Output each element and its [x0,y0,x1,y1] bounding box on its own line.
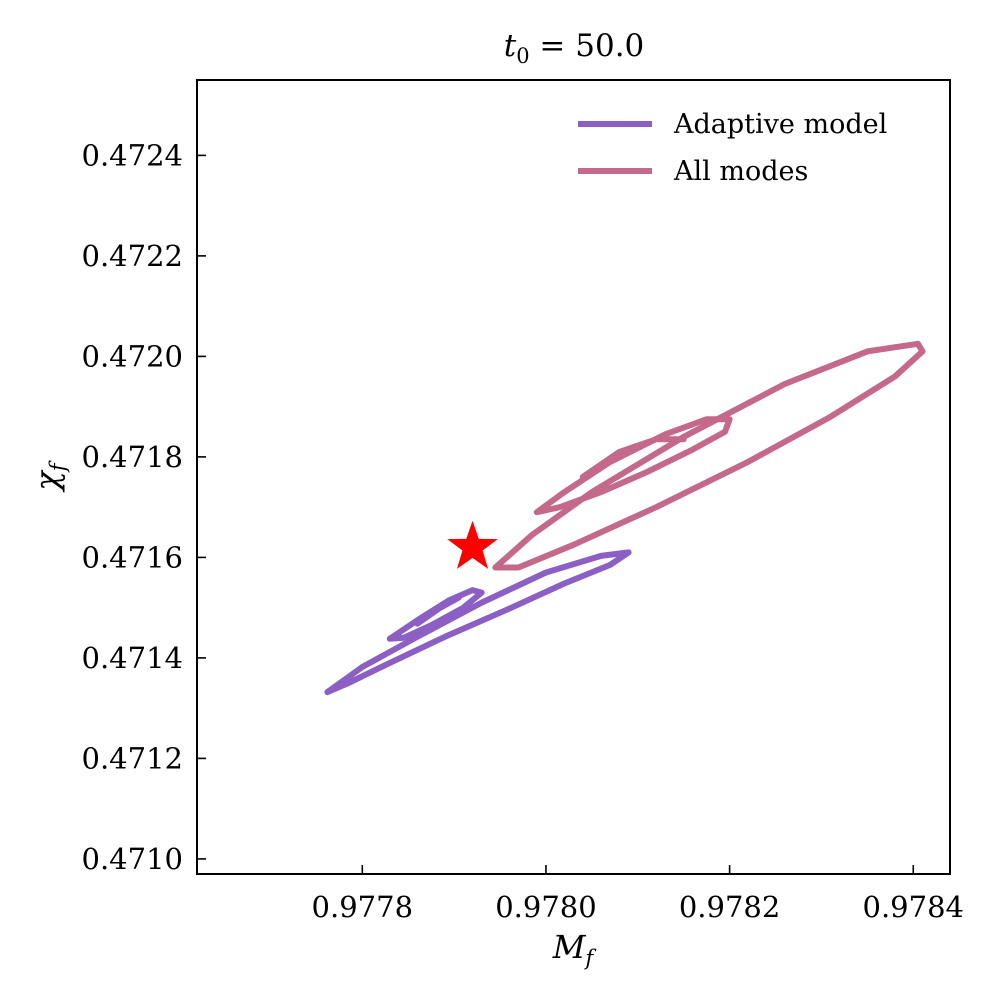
y-tick-label: 0.4710 [82,842,183,876]
legend-label: All modes [673,156,808,187]
y-axis-title: χf [28,460,70,492]
plot-area [324,340,926,696]
series-adaptive-model [324,549,632,696]
series-all-modes [492,340,926,571]
y-tick-label: 0.4722 [82,239,183,273]
contour-line [324,549,632,696]
x-tick-label: 0.9778 [312,890,413,924]
y-tick-label: 0.4712 [82,741,183,775]
y-tick-label: 0.4714 [82,641,183,675]
y-axis-title-text: χf [28,460,70,492]
contour-line [414,594,462,627]
x-tick-label: 0.9782 [679,890,780,924]
true-value-star-marker [447,520,498,569]
y-tick-label: 0.4718 [82,440,183,474]
y-axis: 0.4710 0.4712 0.4714 0.4716 0.4718 0.4720 0.47… [82,138,206,876]
chart-title-text: t0 = 50.0 [504,28,645,68]
legend: Adaptive model All modes [578,109,887,187]
y-tick-label: 0.4720 [82,339,183,373]
x-axis: 0.9778 0.9780 0.9782 0.9784 [312,865,964,924]
x-axis-title-text: Mf [552,928,597,970]
y-tick-label: 0.4716 [82,540,183,574]
x-tick-label: 0.9780 [495,890,596,924]
chart-title: t0 = 50.0 [504,28,645,68]
contour-line [579,436,687,480]
contour-line [492,340,926,571]
y-tick-label: 0.4724 [82,138,183,172]
legend-label: Adaptive model [673,109,887,140]
x-tick-label: 0.9784 [863,890,964,924]
x-axis-title: Mf [552,928,597,970]
plot-frame [196,79,951,875]
